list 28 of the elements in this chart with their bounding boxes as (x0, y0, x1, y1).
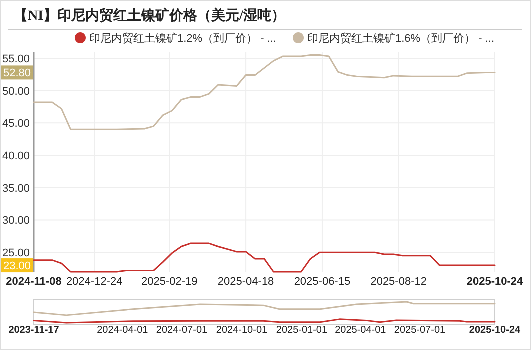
x-tick-label: 2024-12-24 (66, 276, 123, 288)
y-tick-label: 45.00 (2, 118, 30, 130)
y-tick-label: 55.00 (2, 53, 30, 66)
text: 23.00 (3, 260, 31, 273)
legend-label: 印尼内贸红土镍矿1.6%（到厂价） - ... (308, 32, 495, 45)
y-tick-label: 25.00 (2, 248, 30, 260)
x-tick-label: 2024-07-01 (156, 325, 208, 336)
x-tick-label: 2023-11-17 (8, 325, 60, 336)
line-series (33, 54, 496, 130)
x-tick-label: 2025-08-12 (370, 276, 427, 288)
x-tick-label: 2025-10-24 (469, 325, 522, 336)
x-tick-label: 2025-04-18 (218, 276, 274, 288)
y-tick-label: 40.00 (2, 150, 30, 163)
y-tick-label: 50.00 (2, 86, 30, 98)
x-tick-label: 2025-02-19 (142, 276, 198, 288)
x-tick-label: 2024-04-01 (97, 325, 149, 336)
x-tick-label: 2025-06-15 (294, 276, 351, 288)
legend-label: 印尼内贸红土镍矿1.2%（到厂价） - ... (89, 32, 276, 45)
x-tick-label: 2024-10-01 (216, 325, 268, 336)
y-tick-label: 35.00 (2, 182, 30, 195)
text: 52.80 (3, 68, 31, 80)
chart-title: 【NI】印尼内贸红土镍矿价格（美元/湿吨） (14, 7, 286, 24)
y-tick-label: 30.00 (2, 215, 30, 228)
x-tick-label: 2025-01-01 (276, 325, 328, 336)
x-tick-label: 2025-10-24 (466, 276, 524, 288)
x-tick-label: 2025-04-01 (335, 325, 387, 336)
x-tick-label: 2024-11-08 (6, 276, 62, 288)
x-tick-label: 2025-07-01 (394, 325, 446, 336)
